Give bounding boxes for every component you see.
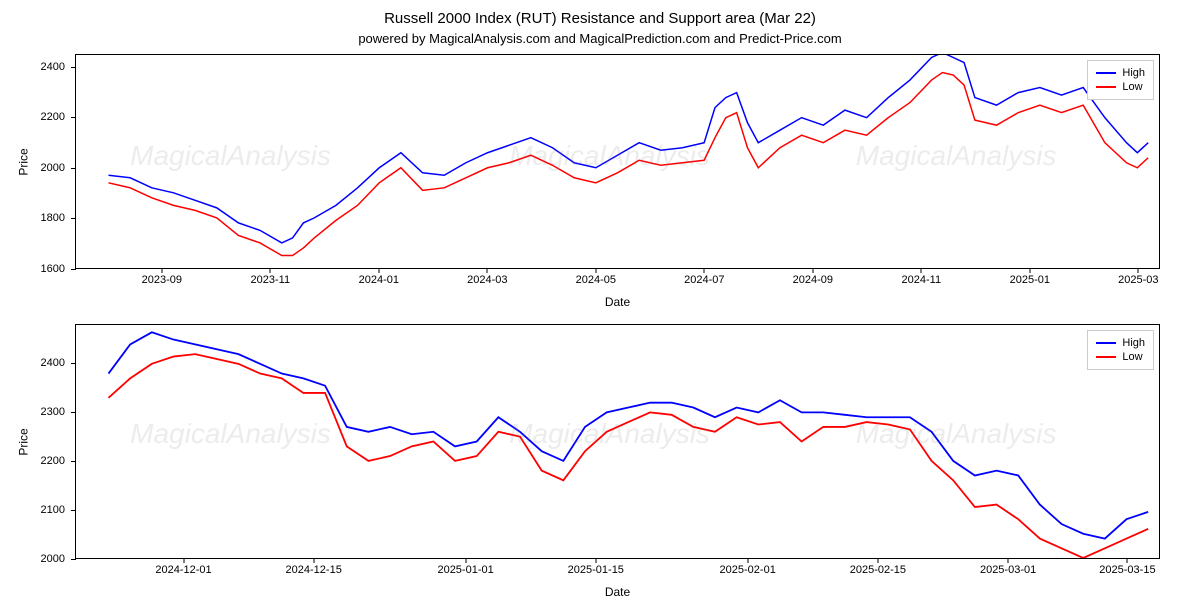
chart2-plot-area: MagicalAnalysis MagicalAnalysis MagicalA… <box>75 324 1160 559</box>
x-tick-mark <box>1127 558 1128 563</box>
chart2-y-axis: Price 20002100220023002400 <box>20 324 70 559</box>
x-tick-mark <box>270 268 271 273</box>
legend-item-high: High <box>1096 67 1145 79</box>
legend-line-high <box>1096 342 1116 344</box>
x-tick-mark <box>921 268 922 273</box>
y-tick-label: 2000 <box>41 162 65 174</box>
x-tick-label: 2023-11 <box>251 274 291 286</box>
y-tick-label: 1600 <box>41 263 65 275</box>
x-tick-mark <box>877 558 878 563</box>
legend-item-low: Low <box>1096 81 1145 93</box>
y-tick-label: 1800 <box>41 212 65 224</box>
x-tick-label: 2024-11 <box>902 274 942 286</box>
x-axis-label: Date <box>605 585 630 599</box>
y-axis-label: Price <box>17 428 31 455</box>
chart2-x-axis: Date 2024-12-01 2024-12-15 2025-01-01 2025-… <box>75 559 1160 599</box>
x-tick-label: 2025-01-15 <box>568 564 624 576</box>
y-tick-label: 2400 <box>41 61 65 73</box>
x-tick-label: 2025-03-15 <box>1099 564 1155 576</box>
x-tick-label: 2025-03-01 <box>980 564 1036 576</box>
x-tick-mark <box>595 558 596 563</box>
x-tick-mark <box>161 268 162 273</box>
x-tick-label: 2024-09 <box>793 274 833 286</box>
x-tick-label: 2024-12-15 <box>286 564 342 576</box>
x-tick-label: 2024-12-01 <box>155 564 211 576</box>
chart-title: Russell 2000 Index (RUT) Resistance and … <box>20 10 1180 27</box>
x-tick-mark <box>595 268 596 273</box>
legend-item-high: High <box>1096 337 1145 349</box>
x-tick-mark <box>812 268 813 273</box>
y-tick-label: 2100 <box>41 504 65 516</box>
chart1-lines <box>76 55 1159 268</box>
x-tick-label: 2024-07 <box>684 274 724 286</box>
x-tick-mark <box>747 558 748 563</box>
x-tick-mark <box>313 558 314 563</box>
y-tick-label: 2000 <box>41 553 65 565</box>
chart1-legend: High Low <box>1087 60 1154 100</box>
x-tick-mark <box>1138 268 1139 273</box>
legend-label-low: Low <box>1122 351 1142 363</box>
x-tick-mark <box>487 268 488 273</box>
x-tick-mark <box>704 268 705 273</box>
x-tick-label: 2024-03 <box>467 274 507 286</box>
x-tick-label: 2025-01-01 <box>437 564 493 576</box>
legend-line-low <box>1096 356 1116 358</box>
x-tick-label: 2025-03 <box>1118 274 1158 286</box>
y-tick-label: 2200 <box>41 111 65 123</box>
x-tick-label: 2025-02-15 <box>850 564 906 576</box>
legend-item-low: Low <box>1096 351 1145 363</box>
chart2-wrapper: Price 2000 2100 2200 2300 2400 MagicalAnalys… <box>20 324 1180 599</box>
chart-subtitle: powered by MagicalAnalysis.com and Magic… <box>20 31 1180 46</box>
x-tick-label: 2023-09 <box>142 274 182 286</box>
chart1-wrapper: Price 1600 1800 2000 2200 2400 MagicalAnalys… <box>20 54 1180 309</box>
legend-line-low <box>1096 86 1116 88</box>
chart1-y-axis: Price 16001800200022002400 <box>20 54 70 269</box>
legend-label-high: High <box>1122 337 1145 349</box>
y-tick-label: 2200 <box>41 455 65 467</box>
legend-line-high <box>1096 72 1116 74</box>
x-tick-label: 2025-02-01 <box>720 564 776 576</box>
y-tick-label: 2300 <box>41 406 65 418</box>
chart1-x-axis: Date 2023-09 2023-11 2024-01 2024-03 2024-05… <box>75 269 1160 309</box>
chart2-legend: High Low <box>1087 330 1154 370</box>
x-tick-mark <box>183 558 184 563</box>
x-tick-mark <box>465 558 466 563</box>
legend-label-high: High <box>1122 67 1145 79</box>
chart1-plot-area: MagicalAnalysis MagicalAnalysis MagicalA… <box>75 54 1160 269</box>
x-tick-label: 2024-05 <box>576 274 616 286</box>
legend-label-low: Low <box>1122 81 1142 93</box>
chart2-lines <box>76 325 1159 558</box>
x-axis-label: Date <box>605 295 630 309</box>
y-axis-label: Price <box>17 148 31 175</box>
x-tick-mark <box>1008 558 1009 563</box>
y-tick-label: 2400 <box>41 357 65 369</box>
x-tick-label: 2025-01 <box>1010 274 1050 286</box>
x-tick-label: 2024-01 <box>359 274 399 286</box>
x-tick-mark <box>1029 268 1030 273</box>
x-tick-mark <box>378 268 379 273</box>
